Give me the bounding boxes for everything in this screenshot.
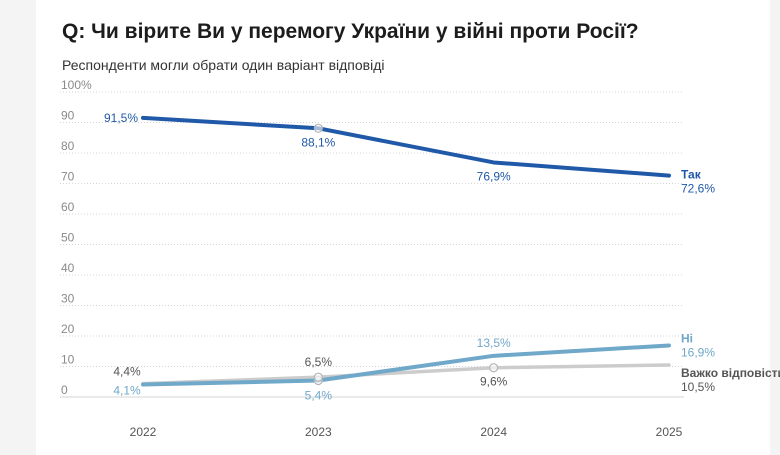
data-label: 5,4%	[305, 389, 333, 403]
y-tick-label: 50	[61, 231, 75, 245]
data-label: 6,5%	[305, 355, 333, 369]
series-line	[141, 363, 671, 386]
x-tick-label: 2022	[130, 425, 157, 439]
data-label: 4,1%	[113, 383, 141, 397]
series-name-label: Важко відповісти	[681, 366, 780, 380]
y-tick-label: 10	[61, 353, 75, 367]
point-marker	[489, 363, 499, 373]
data-label: 13,5%	[477, 336, 511, 350]
y-tick-label: 30	[61, 292, 75, 306]
data-label: 88,1%	[301, 135, 335, 149]
series-line	[141, 343, 671, 387]
point-marker	[313, 123, 323, 133]
x-tick-label: 2023	[305, 425, 332, 439]
left-margin-strip	[0, 0, 36, 455]
series-line	[141, 115, 671, 178]
point-marker	[313, 372, 323, 382]
data-label: 76,9%	[477, 169, 511, 183]
chart-subtitle: Респонденти могли обрати один варіант ві…	[62, 57, 385, 73]
series-name-label: Так	[681, 168, 702, 182]
data-label: 9,6%	[480, 375, 508, 389]
y-tick-label: 0	[61, 383, 68, 397]
y-tick-label: 90	[61, 109, 75, 123]
y-tick-label: 60	[61, 200, 75, 214]
y-tick-label: 70	[61, 170, 75, 184]
x-tick-label: 2025	[656, 425, 683, 439]
right-margin-strip	[770, 0, 780, 455]
data-label: 91,5%	[104, 111, 138, 125]
series-name-label: Ні	[681, 331, 693, 345]
y-tick-label: 20	[61, 322, 75, 336]
x-tick-label: 2024	[480, 425, 507, 439]
y-tick-label: 100%	[61, 78, 92, 92]
data-label: 72,6%	[681, 182, 715, 196]
y-tick-label: 40	[61, 261, 75, 275]
y-tick-label: 80	[61, 139, 75, 153]
chart-title: Q: Чи вірите Ви у перемогу України у вій…	[62, 20, 639, 43]
data-label: 10,5%	[681, 380, 715, 394]
data-label: 4,4%	[113, 365, 141, 379]
data-label: 16,9%	[681, 345, 715, 359]
